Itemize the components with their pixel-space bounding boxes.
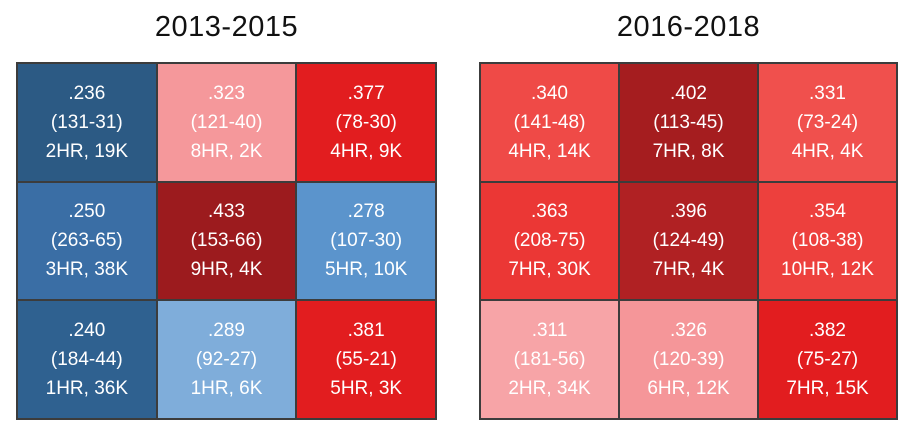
cell-hr-k: 7HR, 4K <box>652 259 725 281</box>
cell-hr-k: 8HR, 2K <box>190 140 263 162</box>
heatmap-cell: .354 (108-38) 10HR, 12K <box>759 182 896 300</box>
left-panel-title: 2013-2015 <box>154 11 299 43</box>
cell-ab-hits: (181-56) <box>513 349 586 371</box>
heatmap-2013-2015: .236 (131-31) 2HR, 19K .323 (121-40) 8HR… <box>16 62 437 420</box>
cell-avg: .250 <box>68 201 106 223</box>
right-panel-title: 2016-2018 <box>616 11 761 43</box>
cell-ab-hits: (124-49) <box>652 230 725 252</box>
cell-ab-hits: (131-31) <box>50 111 123 133</box>
heatmap-cell: .363 (208-75) 7HR, 30K <box>481 182 618 300</box>
cell-hr-k: 1HR, 6K <box>190 378 263 400</box>
heatmap-cell: .250 (263-65) 3HR, 38K <box>18 182 156 300</box>
heatmap-cell: .382 (75-27) 7HR, 15K <box>759 301 896 418</box>
cell-ab-hits: (73-24) <box>796 111 859 133</box>
cell-ab-hits: (208-75) <box>513 230 586 252</box>
cell-ab-hits: (92-27) <box>195 349 258 371</box>
cell-avg: .278 <box>347 201 385 223</box>
cell-avg: .433 <box>208 201 245 223</box>
heatmap-cell: .396 (124-49) 7HR, 4K <box>620 182 757 300</box>
cell-ab-hits: (75-27) <box>796 349 859 371</box>
cell-avg: .326 <box>670 320 707 342</box>
heatmap-2016-2018: .340 (141-48) 4HR, 14K .402 (113-45) 7HR… <box>479 62 898 420</box>
cell-ab-hits: (263-65) <box>50 230 123 252</box>
heatmap-cell: .381 (55-21) 5HR, 3K <box>297 301 435 418</box>
heatmap-cell: .236 (131-31) 2HR, 19K <box>18 64 156 181</box>
cell-hr-k: 2HR, 34K <box>508 378 591 400</box>
cell-ab-hits: (55-21) <box>335 349 397 371</box>
cell-ab-hits: (153-66) <box>190 230 263 252</box>
cell-hr-k: 5HR, 3K <box>330 378 403 400</box>
cell-ab-hits: (108-38) <box>791 230 864 252</box>
cell-avg: .236 <box>68 82 106 104</box>
cell-hr-k: 6HR, 12K <box>647 378 730 400</box>
cell-avg: .382 <box>809 320 846 342</box>
cell-ab-hits: (78-30) <box>335 111 397 133</box>
heatmap-cell: .433 (153-66) 9HR, 4K <box>157 182 296 300</box>
cell-avg: .354 <box>809 201 846 223</box>
heatmap-cell: .331 (73-24) 4HR, 4K <box>759 64 896 181</box>
cell-hr-k: 7HR, 15K <box>786 378 869 400</box>
heatmap-cell: .377 (78-30) 4HR, 9K <box>297 64 435 181</box>
cell-hr-k: 1HR, 36K <box>45 378 129 400</box>
cell-hr-k: 3HR, 38K <box>45 259 129 281</box>
cell-hr-k: 4HR, 4K <box>791 140 864 162</box>
cell-ab-hits: (120-39) <box>652 349 725 371</box>
cell-avg: .377 <box>347 82 385 104</box>
heatmap-cell: .278 (107-30) 5HR, 10K <box>297 182 435 300</box>
cell-hr-k: 10HR, 12K <box>781 259 874 281</box>
heatmap-cell: .340 (141-48) 4HR, 14K <box>481 64 618 181</box>
cell-hr-k: 5HR, 10K <box>324 259 408 281</box>
cell-avg: .381 <box>347 320 385 342</box>
cell-ab-hits: (141-48) <box>513 111 586 133</box>
heatmap-cell: .311 (181-56) 2HR, 34K <box>481 301 618 418</box>
cell-avg: .240 <box>68 320 106 342</box>
heatmap-cell: .323 (121-40) 8HR, 2K <box>157 64 296 181</box>
cell-ab-hits: (121-40) <box>190 111 263 133</box>
cell-hr-k: 2HR, 19K <box>45 140 129 162</box>
heatmap-cell: .402 (113-45) 7HR, 8K <box>620 64 757 181</box>
cell-hr-k: 7HR, 30K <box>508 259 591 281</box>
cell-avg: .323 <box>208 82 245 104</box>
cell-hr-k: 9HR, 4K <box>190 259 263 281</box>
cell-avg: .363 <box>531 201 568 223</box>
cell-avg: .340 <box>531 82 568 104</box>
cell-hr-k: 7HR, 8K <box>652 140 725 162</box>
heatmap-cell: .289 (92-27) 1HR, 6K <box>157 301 296 418</box>
cell-avg: .396 <box>670 201 707 223</box>
cell-avg: .311 <box>531 320 568 342</box>
cell-ab-hits: (107-30) <box>330 230 403 252</box>
cell-avg: .289 <box>208 320 245 342</box>
cell-ab-hits: (184-44) <box>50 349 123 371</box>
cell-hr-k: 4HR, 9K <box>330 140 403 162</box>
cell-avg: .402 <box>670 82 707 104</box>
heatmap-cell: .240 (184-44) 1HR, 36K <box>18 301 156 418</box>
cell-ab-hits: (113-45) <box>653 111 724 133</box>
cell-avg: .331 <box>809 82 846 104</box>
cell-hr-k: 4HR, 14K <box>508 140 591 162</box>
heatmap-cell: .326 (120-39) 6HR, 12K <box>620 301 757 418</box>
